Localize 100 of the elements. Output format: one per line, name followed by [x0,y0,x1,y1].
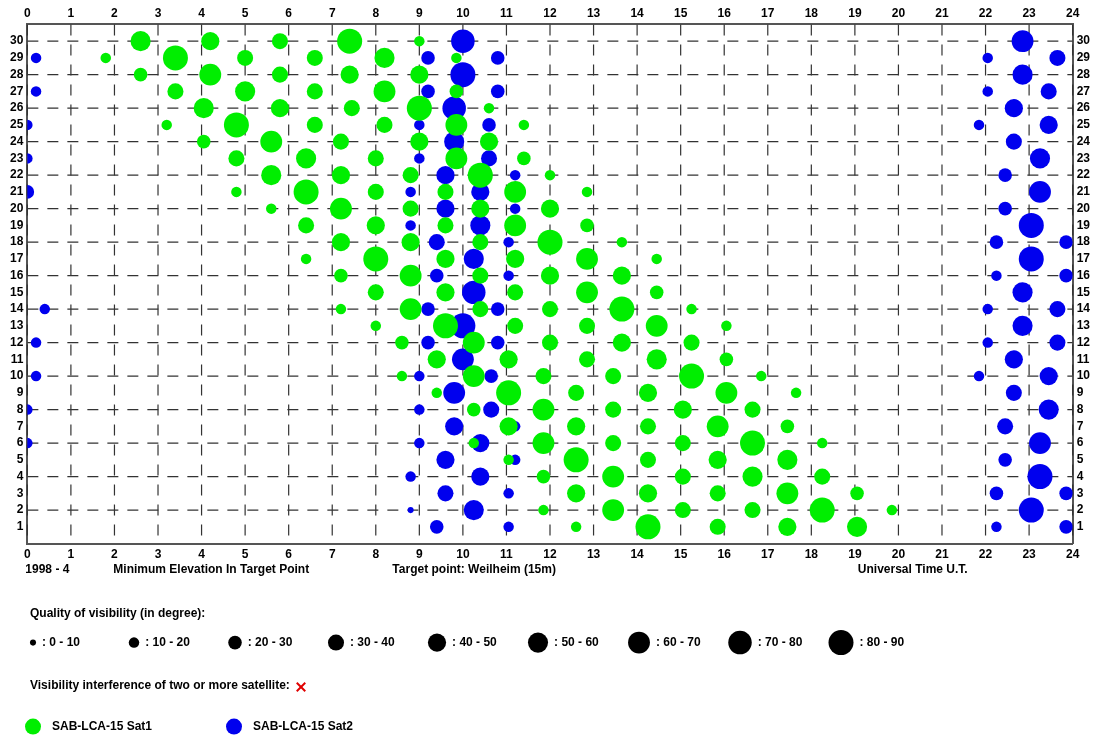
y-tick-label: 23 [9,150,24,165]
y-tick-label: 26 [9,100,24,115]
y-tick-label: 20 [9,200,24,215]
y-tick-label: 10 [9,368,24,383]
y-tick-label: 25 [9,117,24,132]
y-tick-label: 7 [16,418,24,433]
y2-tick-label: 8 [1076,401,1084,416]
x-tick-label: 18 [804,547,819,562]
y2-tick-label: 19 [1076,217,1091,232]
x-tick-label: 20 [891,547,906,562]
text: 1998 - 4 [25,561,70,576]
y-tick-label: 11 [10,351,24,366]
x2-tick-label: 15 [673,5,688,20]
y2-tick-label: 28 [1076,66,1091,81]
y-tick-label: 14 [9,301,24,316]
x2-tick-label: 5 [241,5,249,20]
x-tick-label: 12 [543,547,557,562]
y-tick-label: 1 [16,519,24,534]
y-tick-label: 2 [16,502,24,517]
x-tick-label: 15 [673,547,688,562]
legend-label: SAB-LCA-15 Sat1 [52,718,153,733]
x2-tick-label: 10 [456,5,470,20]
legend-label: : 20 - 30 [247,634,293,649]
x-tick-label: 16 [717,547,732,562]
text: Minimum Elevation In Target Point [113,561,310,576]
x-tick-label: 0 [24,547,31,562]
y-tick-label: 28 [9,66,24,81]
y2-tick-label: 21 [1076,184,1091,199]
x2-tick-label: 24 [1065,5,1080,20]
x2-tick-label: 12 [543,5,557,20]
x-tick-label: 5 [241,547,249,562]
x2-tick-label: 11 [500,5,514,20]
x2-tick-label: 4 [198,5,206,20]
x2-tick-label: 9 [415,5,423,20]
x-tick-label: 3 [154,547,162,562]
x2-tick-label: 3 [154,5,162,20]
y2-tick-label: 15 [1076,284,1091,299]
y2-tick-label: 20 [1076,200,1091,215]
x-tick-label: 9 [415,547,423,562]
x-tick-label: 19 [848,547,862,562]
x2-tick-label: 22 [978,5,993,20]
legend-label: SAB-LCA-15 Sat2 [253,718,354,733]
x2-tick-label: 16 [717,5,732,20]
text: Target point: Weilheim (15m) [392,561,556,576]
x2-tick-label: 7 [328,5,336,20]
y2-tick-label: 14 [1076,301,1091,316]
x-tick-label: 21 [935,547,949,562]
y2-tick-label: 16 [1076,267,1091,282]
legend-label: : 60 - 70 [655,634,701,649]
y2-tick-label: 10 [1076,368,1091,383]
x-tick-label: 1 [67,547,75,562]
x2-tick-label: 20 [891,5,906,20]
x2-tick-label: 8 [372,5,380,20]
y2-tick-label: 27 [1076,83,1091,98]
legend-label: : 70 - 80 [757,634,803,649]
y-tick-label: 17 [9,251,24,266]
y-tick-label: 3 [16,485,24,500]
x-tick-label: 23 [1022,547,1037,562]
x2-tick-label: 0 [24,5,31,20]
y2-tick-label: 25 [1076,117,1091,132]
y-tick-label: 4 [16,468,24,483]
y-tick-label: 19 [9,217,24,232]
x2-tick-label: 6 [285,5,293,20]
y-tick-label: 22 [9,167,24,182]
y2-tick-label: 23 [1076,150,1091,165]
text: Visibility interference of two or more satellite: [30,677,290,692]
y-tick-label: 30 [9,33,24,48]
x2-tick-label: 13 [586,5,601,20]
y2-tick-label: 3 [1076,485,1084,500]
y2-tick-label: 11 [1076,351,1090,366]
x-tick-label: 17 [761,547,775,562]
y-tick-label: 13 [9,318,24,333]
x-tick-label: 8 [372,547,380,562]
y-tick-label: 18 [9,234,24,249]
y-tick-label: 27 [9,83,24,98]
y-tick-label: 8 [16,401,24,416]
x2-tick-label: 23 [1022,5,1037,20]
y2-tick-label: 6 [1076,435,1084,450]
y2-tick-label: 29 [1076,50,1091,65]
x-axis-title: Universal Time U.T. [857,561,968,576]
x-tick-label: 14 [630,547,645,562]
x-tick-label: 13 [586,547,601,562]
legend-label: : 50 - 60 [554,634,600,649]
y-tick-label: 5 [16,452,24,467]
x-tick-label: 11 [500,547,514,562]
y2-tick-label: 4 [1076,468,1084,483]
y2-tick-label: 22 [1076,167,1091,182]
y2-tick-label: 18 [1076,234,1091,249]
x2-tick-label: 17 [761,5,775,20]
x2-tick-label: 18 [804,5,819,20]
y2-tick-label: 26 [1076,100,1091,115]
x2-tick-label: 21 [935,5,949,20]
y-tick-label: 6 [16,435,24,450]
x-tick-label: 6 [285,547,293,562]
y-tick-label: 12 [9,334,24,349]
y2-tick-label: 30 [1076,33,1091,48]
y-tick-label: 16 [9,267,24,282]
x-tick-label: 24 [1065,547,1080,562]
x2-tick-label: 1 [67,5,75,20]
y2-tick-label: 17 [1076,251,1091,266]
